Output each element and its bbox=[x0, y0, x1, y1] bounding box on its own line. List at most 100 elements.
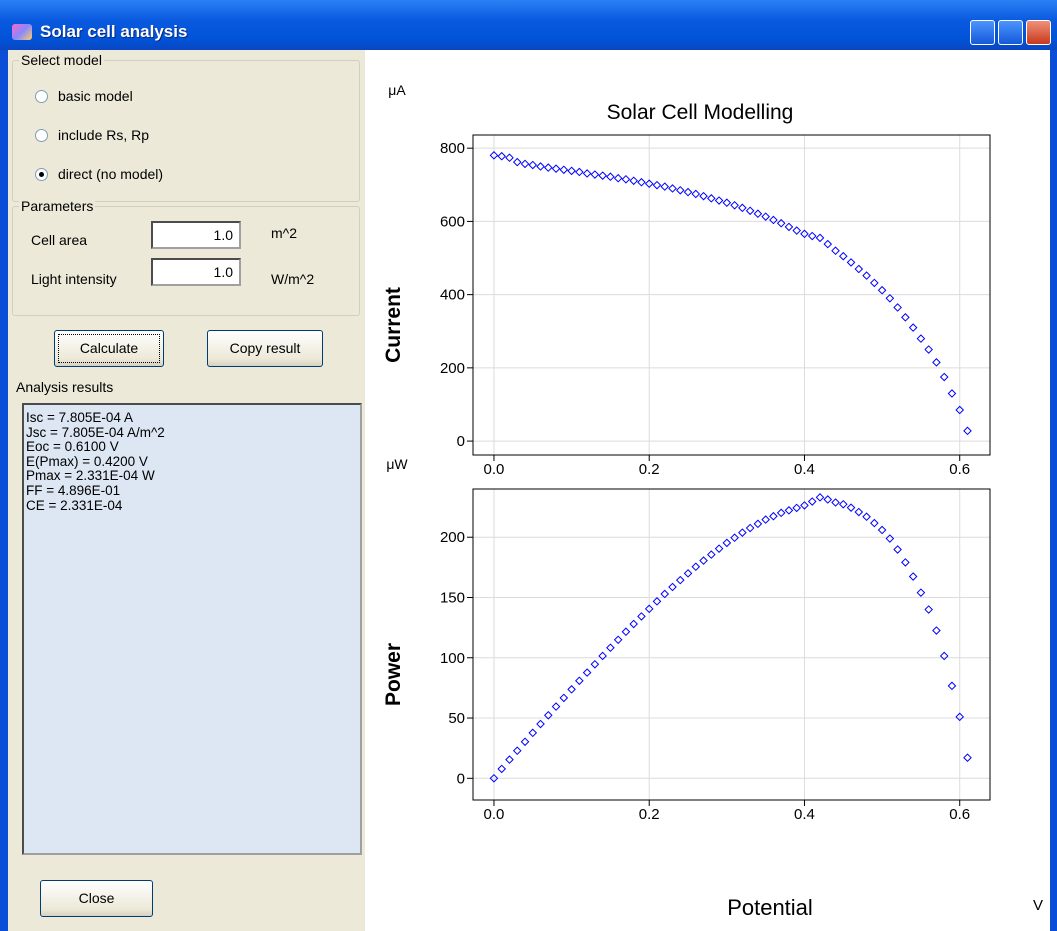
data-point bbox=[584, 669, 591, 676]
data-point bbox=[514, 158, 521, 165]
data-point bbox=[917, 335, 924, 342]
data-point bbox=[700, 557, 707, 564]
window-title: Solar cell analysis bbox=[40, 22, 187, 42]
data-point bbox=[568, 686, 575, 693]
data-point bbox=[785, 507, 792, 514]
data-point bbox=[739, 204, 746, 211]
data-point bbox=[615, 636, 622, 643]
data-point bbox=[576, 168, 583, 175]
data-point bbox=[754, 210, 761, 217]
data-point bbox=[560, 694, 567, 701]
chart-title: Solar Cell Modelling bbox=[607, 101, 794, 124]
copy-result-button[interactable]: Copy result bbox=[207, 330, 323, 367]
y-unit: μA bbox=[388, 82, 406, 98]
data-point bbox=[847, 504, 854, 511]
unit-label: m^2 bbox=[271, 225, 297, 241]
close-window-button[interactable] bbox=[1026, 20, 1051, 45]
data-point bbox=[692, 190, 699, 197]
data-point bbox=[832, 247, 839, 254]
data-point bbox=[591, 171, 598, 178]
data-point bbox=[584, 170, 591, 177]
result-line: CE = 2.331E-04 bbox=[26, 499, 358, 514]
close-button[interactable]: Close bbox=[40, 880, 153, 917]
data-point bbox=[863, 272, 870, 279]
light-intensity-input[interactable]: 1.0 bbox=[151, 258, 241, 286]
data-point bbox=[521, 738, 528, 745]
data-point bbox=[894, 304, 901, 311]
radio-option[interactable]: basic model bbox=[35, 87, 133, 105]
group-title: Select model bbox=[19, 52, 104, 68]
data-point bbox=[894, 546, 901, 553]
data-point bbox=[809, 232, 816, 239]
data-point bbox=[747, 207, 754, 214]
data-point bbox=[552, 703, 559, 710]
data-point bbox=[910, 573, 917, 580]
data-point bbox=[692, 563, 699, 570]
data-point bbox=[529, 729, 536, 736]
data-point bbox=[847, 259, 854, 266]
y-tick-label: 100 bbox=[440, 650, 465, 667]
data-point bbox=[630, 177, 637, 184]
data-point bbox=[521, 160, 528, 167]
radio-button[interactable] bbox=[35, 90, 48, 103]
calculate-button[interactable]: Calculate bbox=[54, 330, 164, 367]
data-point bbox=[948, 390, 955, 397]
maximize-button[interactable] bbox=[998, 20, 1023, 45]
data-point bbox=[669, 185, 676, 192]
data-point bbox=[832, 499, 839, 506]
data-point bbox=[529, 161, 536, 168]
data-point bbox=[964, 427, 971, 434]
data-point bbox=[677, 187, 684, 194]
data-point bbox=[607, 644, 614, 651]
data-point bbox=[638, 613, 645, 620]
y-tick-label: 150 bbox=[440, 589, 465, 606]
x-axis-label: Potential bbox=[727, 895, 813, 920]
data-point bbox=[723, 199, 730, 206]
data-point bbox=[840, 253, 847, 260]
window: Solar cell analysis Select model basic m… bbox=[0, 0, 1057, 931]
cell-area-input[interactable]: 1.0 bbox=[151, 221, 241, 249]
radio-button[interactable] bbox=[35, 129, 48, 142]
data-point bbox=[677, 577, 684, 584]
data-point bbox=[506, 756, 513, 763]
data-point bbox=[793, 504, 800, 511]
x-unit: V bbox=[1033, 897, 1043, 914]
data-point bbox=[715, 197, 722, 204]
result-line: E(Pmax) = 0.4200 V bbox=[26, 455, 358, 470]
data-point bbox=[661, 183, 668, 190]
y-tick-label: 600 bbox=[440, 213, 465, 230]
radio-option[interactable]: direct (no model) bbox=[35, 165, 163, 183]
y-tick-label: 400 bbox=[440, 287, 465, 304]
data-point bbox=[684, 189, 691, 196]
data-point bbox=[552, 165, 559, 172]
minimize-button[interactable] bbox=[970, 20, 995, 45]
radio-option[interactable]: include Rs, Rp bbox=[35, 126, 149, 144]
result-line: Isc = 7.805E-04 A bbox=[26, 411, 358, 426]
unit-label: W/m^2 bbox=[271, 271, 314, 287]
radio-button[interactable] bbox=[35, 168, 48, 181]
data-point bbox=[653, 598, 660, 605]
data-point bbox=[747, 524, 754, 531]
data-point bbox=[964, 754, 971, 761]
data-point bbox=[661, 590, 668, 597]
data-point bbox=[871, 279, 878, 286]
data-point bbox=[855, 265, 862, 272]
data-point bbox=[824, 241, 831, 248]
data-point bbox=[537, 720, 544, 727]
control-panel: Select model basic model include Rs, Rp di… bbox=[8, 50, 365, 931]
data-point bbox=[941, 373, 948, 380]
y-tick-label: 800 bbox=[440, 140, 465, 157]
data-point bbox=[599, 652, 606, 659]
data-point bbox=[886, 295, 893, 302]
result-line: FF = 4.896E-01 bbox=[26, 484, 358, 499]
y-tick-label: 0 bbox=[457, 770, 465, 787]
data-point bbox=[886, 535, 893, 542]
x-tick-label: 0.2 bbox=[639, 461, 660, 478]
data-point bbox=[723, 539, 730, 546]
parameters-group: Parameters Cell area 1.0 m^2 Light inten… bbox=[12, 206, 360, 316]
data-point bbox=[560, 166, 567, 173]
data-point bbox=[863, 513, 870, 520]
data-point bbox=[762, 213, 769, 220]
app-icon bbox=[12, 24, 32, 40]
